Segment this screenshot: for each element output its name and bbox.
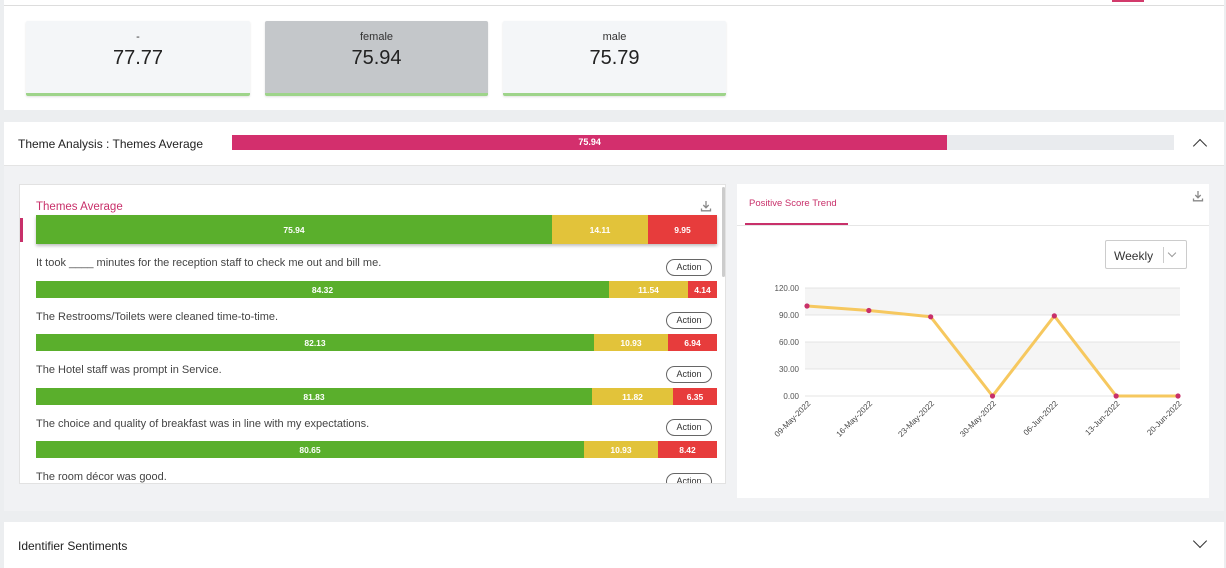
chart-band: [805, 315, 1180, 342]
neutral-segment: 11.54: [609, 281, 688, 298]
scrollbar[interactable]: [722, 187, 725, 277]
neutral-segment: 10.93: [584, 441, 658, 458]
gender-card-value: 77.77: [112, 47, 164, 69]
data-point: [1051, 313, 1057, 319]
action-button[interactable]: Action: [666, 259, 712, 276]
data-point: [1113, 393, 1119, 399]
action-button[interactable]: Action: [666, 419, 712, 436]
gender-card-bar: [265, 93, 488, 96]
gender-card-male[interactable]: male 75.79: [503, 21, 726, 96]
top-divider: [4, 5, 1224, 6]
positive-segment: 80.65: [36, 441, 584, 458]
download-icon[interactable]: [1192, 190, 1204, 202]
positive-score-trend-panel: Positive Score Trend Weekly 0.00 30.00 60.…: [737, 184, 1209, 498]
data-point: [928, 314, 934, 320]
question-text: The choice and quality of breakfast was …: [36, 418, 370, 430]
positive-segment: 82.13: [36, 334, 594, 351]
x-tick-label: 13-Jun-2022: [1083, 399, 1122, 438]
chevron-up-icon[interactable]: [1192, 138, 1208, 154]
action-button[interactable]: Action: [666, 312, 712, 329]
y-tick-label: 120.00: [775, 284, 800, 293]
tab-positive-score-trend[interactable]: Positive Score Trend: [749, 198, 837, 209]
gender-card-value: 75.94: [351, 47, 402, 69]
chart-band: [805, 342, 1180, 369]
chevron-down-icon[interactable]: [1192, 533, 1208, 549]
question-score-bar[interactable]: 81.83 11.82 6.35: [36, 388, 717, 405]
gender-card-label: -: [136, 31, 140, 43]
themes-average-title: Themes Average: [36, 201, 123, 213]
y-tick-label: 90.00: [779, 311, 800, 320]
action-button[interactable]: Action: [666, 366, 712, 383]
negative-segment: 6.35: [673, 388, 717, 405]
question-text: The room décor was good.: [36, 471, 167, 483]
negative-segment: 9.95: [648, 215, 717, 244]
gender-card-label: female: [359, 31, 394, 43]
active-tab-indicator: [1112, 0, 1144, 2]
positive-segment: 81.83: [36, 388, 592, 405]
question-score-bar[interactable]: 84.32 11.54 4.14: [36, 281, 717, 298]
x-tick-label: 06-Jun-2022: [1022, 399, 1061, 438]
tab-divider: [737, 225, 1209, 226]
gender-card-female[interactable]: female 75.94: [265, 21, 488, 96]
themes-average-bar[interactable]: 75.94 14.11 9.95: [36, 215, 717, 244]
select-separator: [1163, 247, 1164, 263]
negative-segment: 8.42: [658, 441, 717, 458]
neutral-segment: 11.82: [592, 388, 673, 405]
theme-analysis-title: Theme Analysis : Themes Average: [18, 137, 203, 151]
negative-segment: 6.94: [668, 334, 717, 351]
question-text: The Restrooms/Toilets were cleaned time-…: [36, 311, 279, 323]
data-point: [1175, 393, 1181, 399]
data-point: [866, 307, 872, 314]
question-text: The Hotel staff was prompt in Service.: [36, 364, 222, 376]
theme-average-progress: 75.94: [232, 135, 1174, 150]
x-tick-label: 16-May-2022: [835, 399, 875, 439]
x-tick-label: 30-May-2022: [958, 399, 998, 439]
data-point: [804, 303, 810, 309]
chart-band: [805, 369, 1180, 396]
question-score-bar[interactable]: 80.65 10.93 8.42: [36, 441, 717, 458]
selected-row-marker: [20, 218, 23, 242]
theme-analysis-header[interactable]: Theme Analysis : Themes Average 75.94: [4, 122, 1224, 166]
identifier-sentiments-header[interactable]: Identifier Sentiments: [4, 522, 1224, 568]
action-button[interactable]: Action: [666, 473, 712, 483]
question-text: It took ____ minutes for the reception s…: [36, 257, 382, 269]
gender-card-label: male: [602, 31, 627, 43]
neutral-segment: 14.11: [552, 215, 648, 244]
gender-summary-panel: - 77.77 female 75.94 male 75.79: [4, 0, 1224, 110]
positive-segment: 84.32: [36, 281, 609, 298]
identifier-sentiments-title: Identifier Sentiments: [18, 539, 128, 553]
active-tab-underline: [745, 223, 848, 225]
y-tick-label: 60.00: [779, 338, 800, 347]
question-score-bar[interactable]: 82.13 10.93 6.94: [36, 334, 717, 351]
theme-average-fill: 75.94: [232, 135, 948, 150]
positive-score-trend-chart: 0.00 30.00 60.00 90.00 120.00 09-May-2022 16-M…: [773, 284, 1184, 439]
chevron-down-icon: [1167, 248, 1177, 258]
y-tick-label: 0.00: [783, 392, 799, 401]
positive-segment: 75.94: [36, 215, 552, 244]
period-select-value: Weekly: [1114, 249, 1154, 263]
period-select[interactable]: Weekly: [1105, 240, 1187, 269]
themes-average-panel: Themes Average 75.94 14.11 9.95 It took …: [19, 184, 726, 484]
gender-card-value: 75.79: [589, 47, 640, 69]
x-tick-label: 23-May-2022: [896, 399, 936, 439]
gender-card-bar: [503, 93, 726, 96]
theme-analysis-body: Themes Average 75.94 14.11 9.95 It took …: [4, 166, 1224, 511]
negative-segment: 4.14: [688, 281, 717, 298]
gender-card-unknown[interactable]: - 77.77: [26, 21, 250, 96]
x-tick-label: 09-May-2022: [773, 399, 813, 439]
x-tick-label: 20-Jun-2022: [1145, 399, 1184, 438]
neutral-segment: 10.93: [594, 334, 668, 351]
download-icon[interactable]: [700, 200, 712, 212]
gender-card-bar: [26, 93, 250, 96]
data-point: [989, 393, 996, 399]
y-tick-label: 30.00: [779, 365, 800, 374]
